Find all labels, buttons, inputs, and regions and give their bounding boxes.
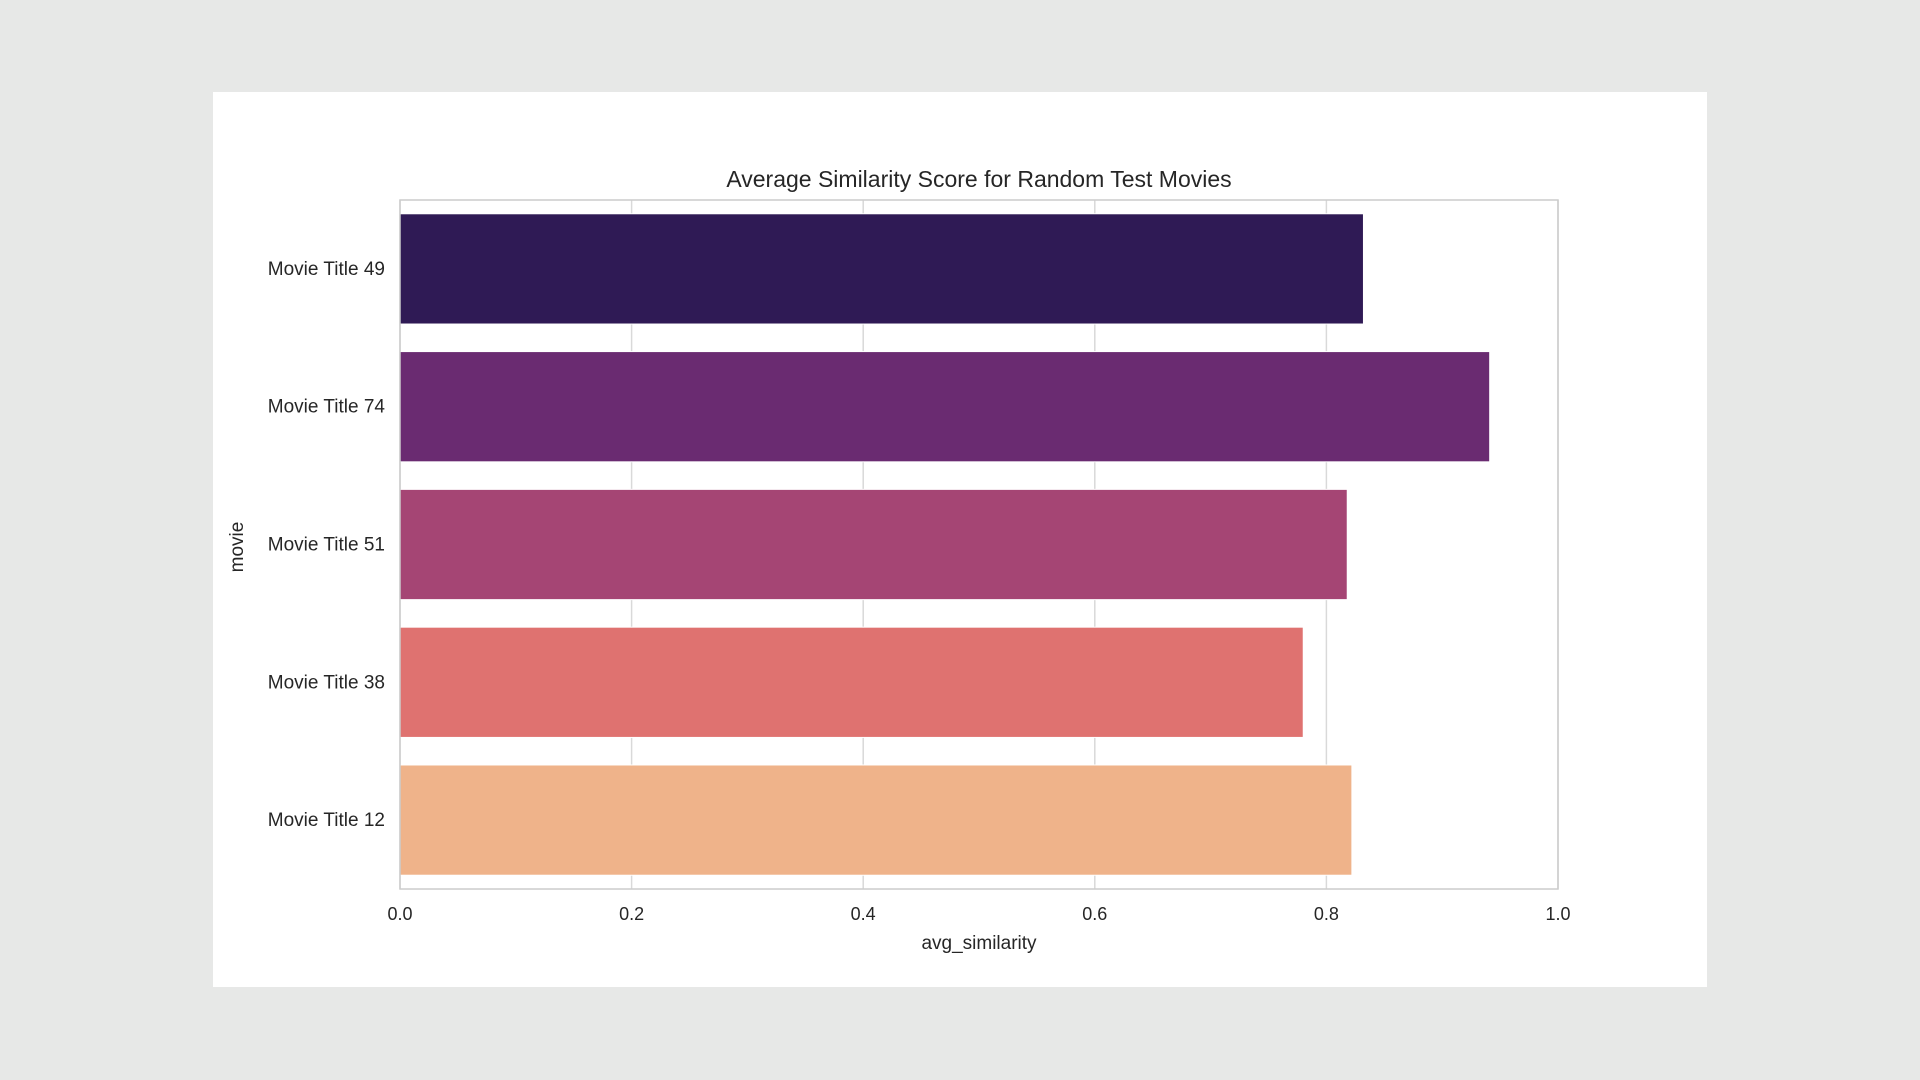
y-tick-label: Movie Title 12 (268, 810, 385, 831)
bar (399, 626, 1304, 738)
y-tick-label: Movie Title 51 (268, 535, 385, 556)
y-tick-label: Movie Title 49 (268, 259, 385, 280)
bar (399, 488, 1348, 601)
bar (399, 351, 1491, 463)
x-tick-label: 0.2 (619, 904, 644, 924)
x-tick-label: 0.8 (1314, 904, 1339, 924)
bar (399, 213, 1364, 325)
x-axis-label: avg_similarity (921, 933, 1037, 954)
plot-frame (399, 199, 1559, 890)
y-axis-label: movie (227, 522, 248, 573)
x-tick-label: 0.0 (387, 904, 412, 924)
y-tick-label: Movie Title 74 (268, 397, 386, 418)
bar (399, 764, 1353, 876)
x-tick-label: 0.4 (851, 904, 876, 924)
x-tick-label: 1.0 (1545, 904, 1570, 924)
chart-title: Average Similarity Score for Random Test… (726, 166, 1231, 192)
y-tick-label: Movie Title 38 (268, 672, 385, 693)
x-tick-label: 0.6 (1082, 904, 1107, 924)
